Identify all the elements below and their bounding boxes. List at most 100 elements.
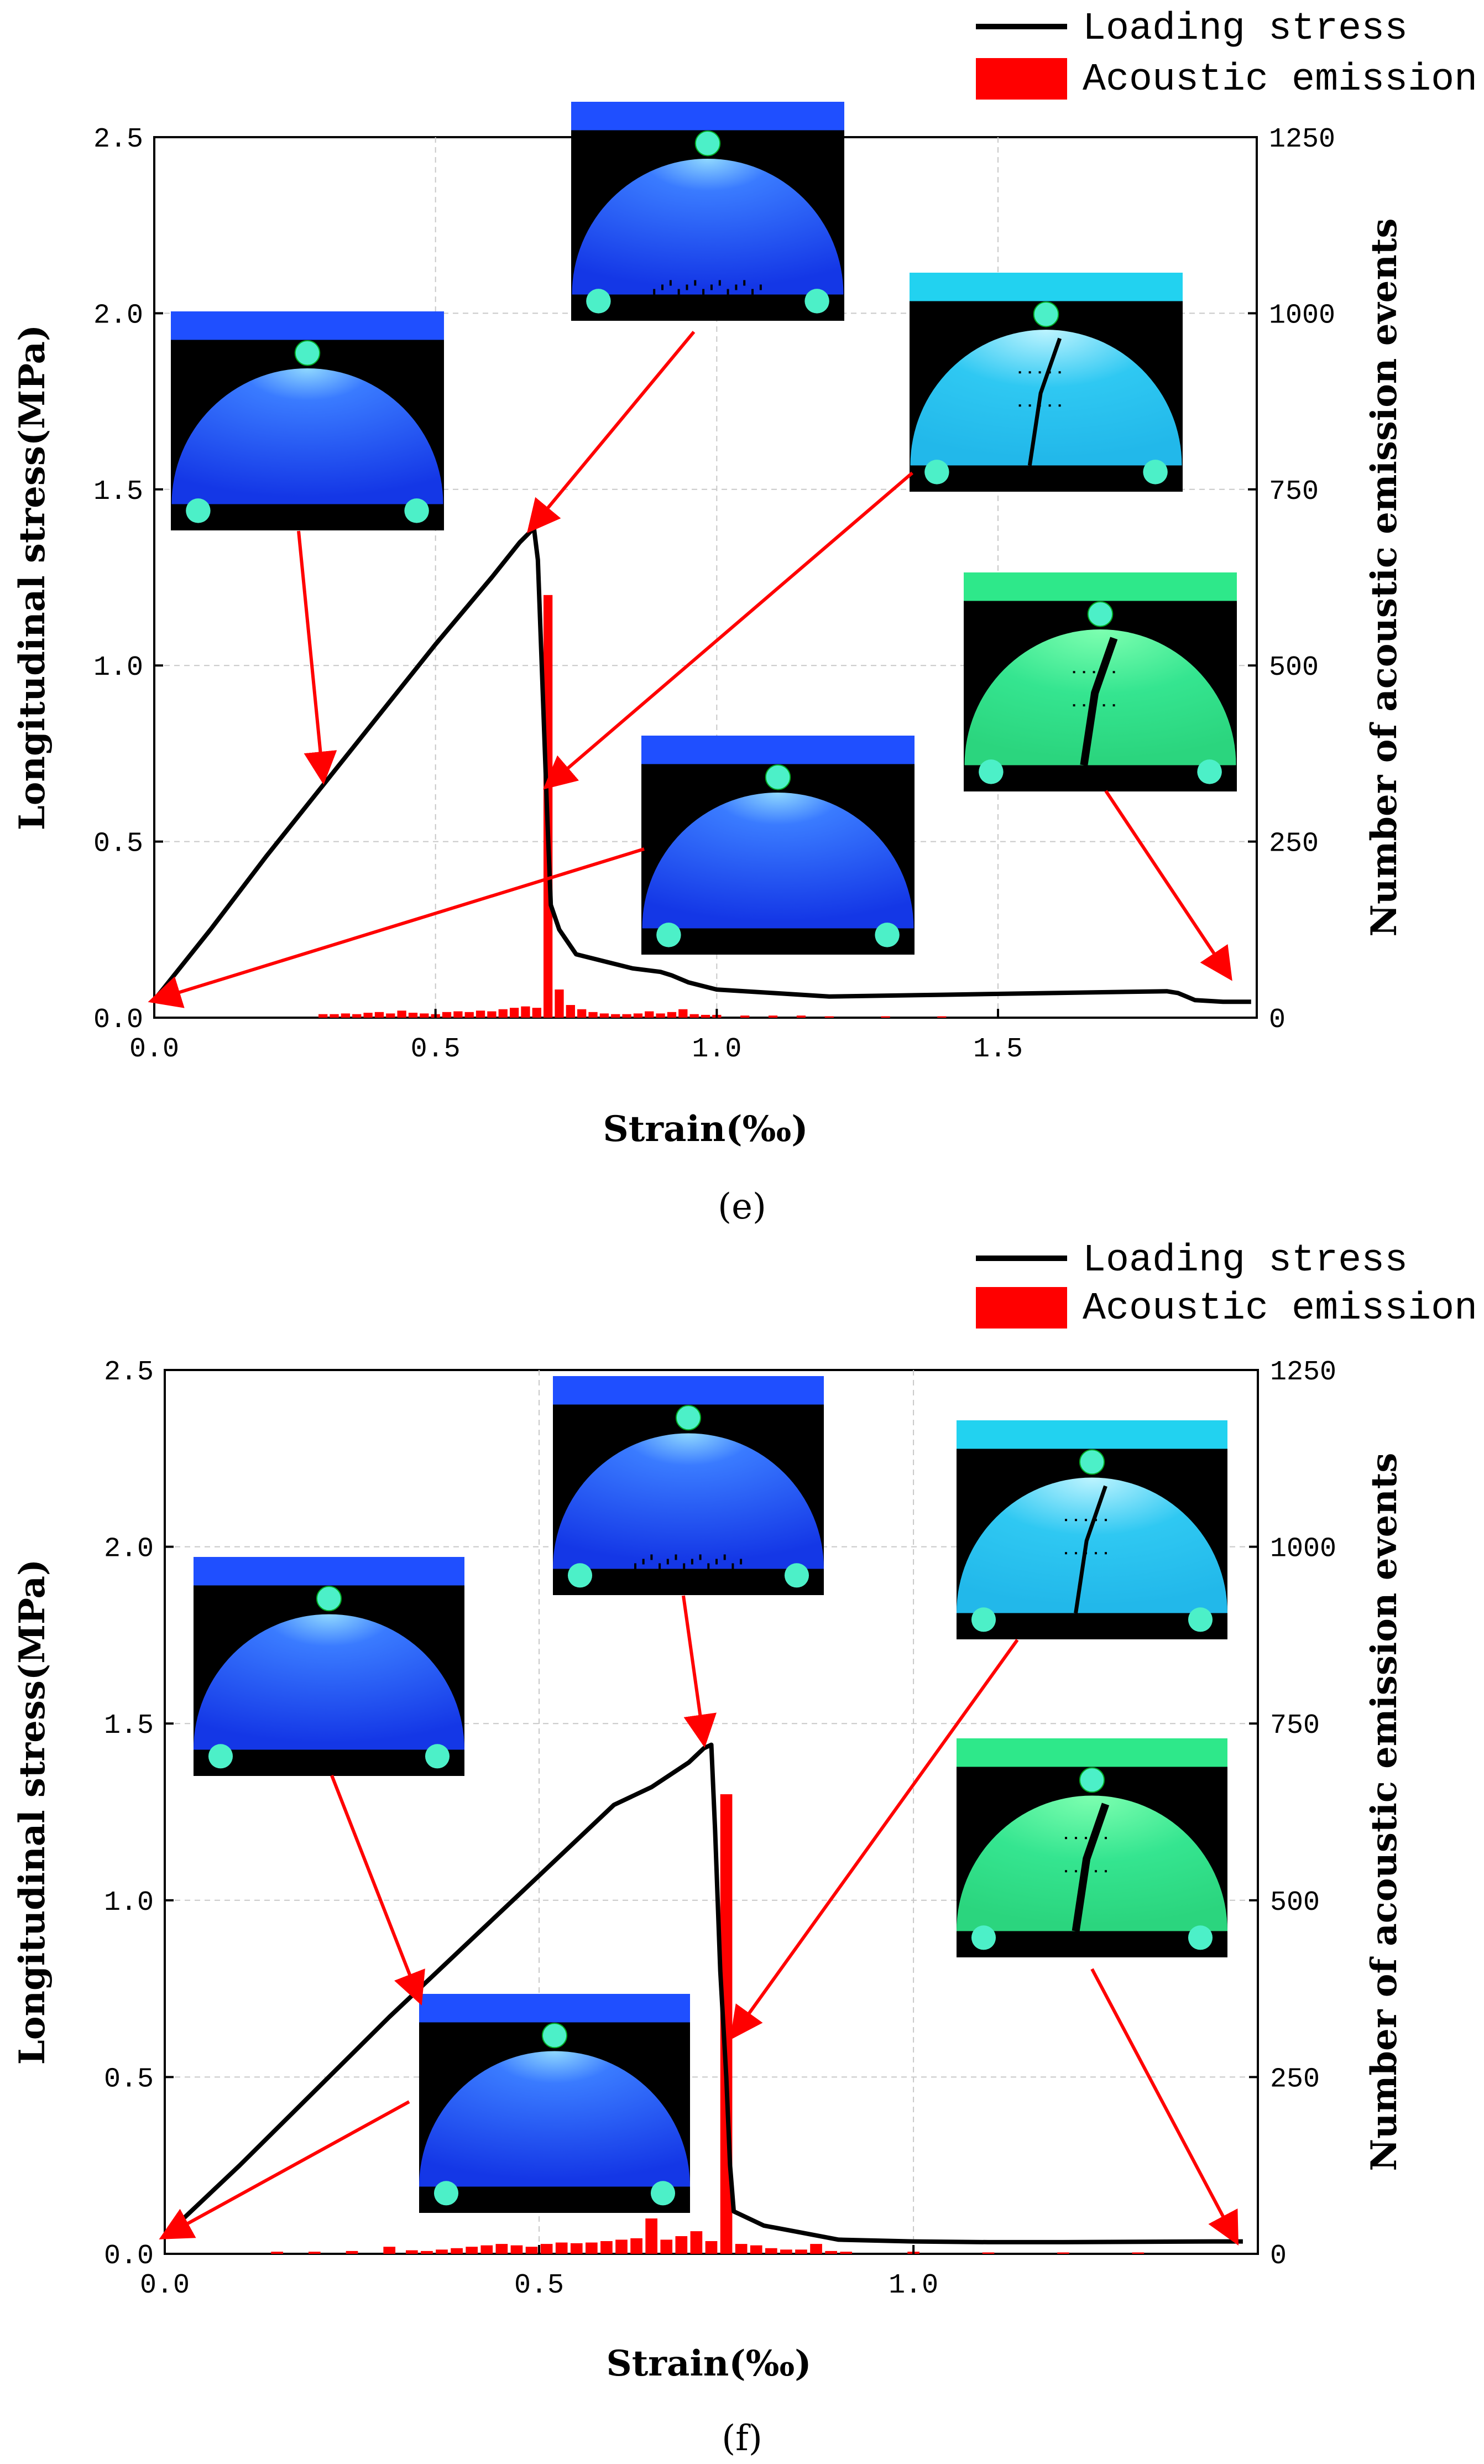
inset-f-stage-2-microcrack: [707, 1563, 710, 1569]
acoustic-emission-bar: [421, 2251, 433, 2254]
inset-f-stage-2-microcrack: [715, 1559, 718, 1565]
acoustic-emission-bar: [555, 2242, 568, 2254]
inset-e-stage-4-support-left: [979, 759, 1004, 784]
inset-f-stage-3-main-crack: [1074, 1485, 1107, 1613]
acoustic-emission-bar: [881, 1016, 890, 1018]
chart-panel-e: 0.0 0.5 1.0 1.5 0.0 0.5 1.0 1.5 2.0 2.5 0 250 500 750…: [12, 7, 1477, 1227]
inset-e-stage-0-support-right: [875, 923, 900, 947]
inset-e-stage-3: [910, 273, 1183, 492]
inset-e-stage-2-microcrack: [710, 284, 713, 290]
chart-panel-f: 0.0 0.5 1.0 0.0 0.5 1.0 1.5 2.0 2.5 0 250 500 750 100…: [12, 1239, 1477, 2459]
inset-e-stage-1-specimen: [171, 368, 443, 504]
y-right-tick-label: 1250: [1270, 1357, 1336, 1388]
acoustic-emission-bar: [768, 1015, 778, 1018]
ticks-e: 0.0 0.5 1.0 1.5 0.0 0.5 1.0 1.5 2.0 2.5 0 250 500 750…: [93, 124, 1335, 1065]
x-tick-label: 1.5: [973, 1034, 1023, 1065]
inset-f-stage-3-crack-speck: [1105, 1552, 1107, 1555]
acoustic-emission-bar: [656, 1013, 665, 1018]
acoustic-emission-bar: [453, 1011, 463, 1018]
inset-f-stage-4-main-crack: [1072, 1803, 1110, 1932]
inset-e-stage-4-specimen: [964, 629, 1236, 765]
inset-e-stage-4: [964, 572, 1237, 791]
ticks-f: 0.0 0.5 1.0 0.0 0.5 1.0 1.5 2.0 2.5 0 250 500 750 100…: [104, 1357, 1336, 2301]
acoustic-emission-bar: [622, 1014, 631, 1018]
inset-f-stage-3-support-left: [971, 1607, 996, 1632]
inset-e-stage-2-microcrack: [735, 284, 738, 290]
acoustic-emission-bar: [577, 1009, 587, 1018]
acoustic-emission-bar: [750, 2245, 762, 2254]
inset-e-stage-3-specimen: [910, 330, 1182, 466]
inset-e-stage-0-load-ball: [765, 764, 791, 790]
inset-f-stage-1-support-left: [208, 1744, 233, 1769]
inset-e-stage-4-crack-speck: [1083, 704, 1085, 707]
acoustic-emission-bar: [740, 1015, 750, 1018]
acoustic-emission-bar: [363, 1013, 373, 1018]
acoustic-emission-bar: [690, 2231, 703, 2254]
acoustic-emission-bar: [599, 1013, 609, 1018]
loading-stress-curve: [152, 525, 1251, 1004]
y-left-tick-label: 1.0: [104, 1887, 154, 1919]
y-left-tick-label: 0.5: [93, 829, 143, 860]
insets-e: [171, 102, 1237, 955]
acoustic-emission-bar: [810, 2244, 822, 2254]
inset-f-stage-4-crack-speck: [1095, 1837, 1097, 1840]
x-tick-label: 0.5: [514, 2270, 564, 2301]
inset-e-stage-3-crack-speck: [1018, 371, 1021, 374]
acoustic-emission-bar: [825, 2251, 837, 2254]
arrows-f: [159, 1595, 1239, 2246]
inset-e-stage-4-crack-speck: [1073, 704, 1075, 707]
inset-e-stage-2: [571, 102, 844, 321]
inset-e-stage-0-support-left: [656, 923, 681, 947]
panel-label-f: (f): [722, 2418, 762, 2459]
legend-e: Loading stress Acoustic emission: [976, 7, 1477, 102]
legend-bar-swatch-e: [976, 58, 1067, 100]
inset-f-stage-3: [957, 1420, 1227, 1639]
inset-f-stage-4-crack-speck: [1085, 1870, 1087, 1873]
acoustic-emission-bar: [630, 2238, 642, 2254]
acoustic-emission-bar: [466, 2247, 478, 2254]
inset-f-stage-4-crack-speck: [1105, 1870, 1107, 1873]
y-right-tick-label: 0: [1269, 1004, 1286, 1036]
y-left-tick-label: 0.5: [104, 2064, 154, 2095]
inset-f-stage-2-microcrack: [642, 1559, 645, 1565]
y-left-tick-label: 2.0: [104, 1534, 154, 1565]
acoustic-emission-bar: [660, 2239, 673, 2254]
acoustic-emission-bars-f: [271, 1794, 1145, 2254]
y-left-tick-label: 2.5: [104, 1357, 154, 1388]
acoustic-emission-bar: [540, 2244, 553, 2254]
acoustic-emission-bar: [780, 2249, 792, 2254]
acoustic-emission-bar: [555, 989, 564, 1018]
inset-f-stage-4-support-left: [971, 1925, 996, 1950]
inset-e-stage-2-microcrack: [759, 284, 762, 290]
inset-e-stage-2-specimen: [572, 158, 844, 295]
acoustic-emission-bar: [386, 1013, 395, 1018]
inset-e-stage-0: [641, 736, 915, 955]
acoustic-emission-bar: [1057, 2252, 1069, 2254]
acoustic-emission-bar: [633, 1013, 643, 1018]
inset-e-stage-3-support-right: [1143, 460, 1168, 485]
inset-f-stage-2-specimen: [553, 1433, 824, 1569]
inset-e-stage-4-main-crack: [1080, 637, 1118, 766]
acoustic-emission-bar: [352, 1014, 362, 1018]
acoustic-emission-bar: [498, 1009, 508, 1018]
inset-f-stage-4-crack-speck: [1085, 1837, 1087, 1840]
callout-arrow: [159, 2100, 410, 2239]
inset-f-stage-2-microcrack: [666, 1559, 669, 1565]
y-right-axis-title-f: Number of acoustic emission events: [1363, 1453, 1405, 2171]
inset-f-stage-1-support-right: [425, 1744, 450, 1769]
inset-f-stage-4-crack-speck: [1075, 1870, 1077, 1873]
inset-e-stage-2-microcrack: [686, 284, 688, 290]
acoustic-emission-bar: [937, 1016, 947, 1018]
inset-e-stage-2-microcrack: [743, 280, 746, 286]
inset-e-stage-4-crack-speck: [1093, 704, 1095, 707]
acoustic-emission-bar: [678, 1009, 688, 1018]
inset-e-stage-4-crack-speck: [1112, 671, 1115, 674]
y-right-tick-label: 500: [1269, 652, 1319, 684]
y-left-tick-label: 1.5: [104, 1710, 154, 1742]
inset-f-stage-3-crack-speck: [1095, 1552, 1097, 1555]
acoustic-emission-bar: [475, 1010, 485, 1018]
y-left-tick-label: 2.5: [93, 124, 143, 155]
acoustic-emission-bar: [840, 2252, 853, 2254]
inset-e-stage-3-crack-speck: [1048, 371, 1051, 374]
y-right-tick-label: 750: [1270, 1710, 1320, 1742]
